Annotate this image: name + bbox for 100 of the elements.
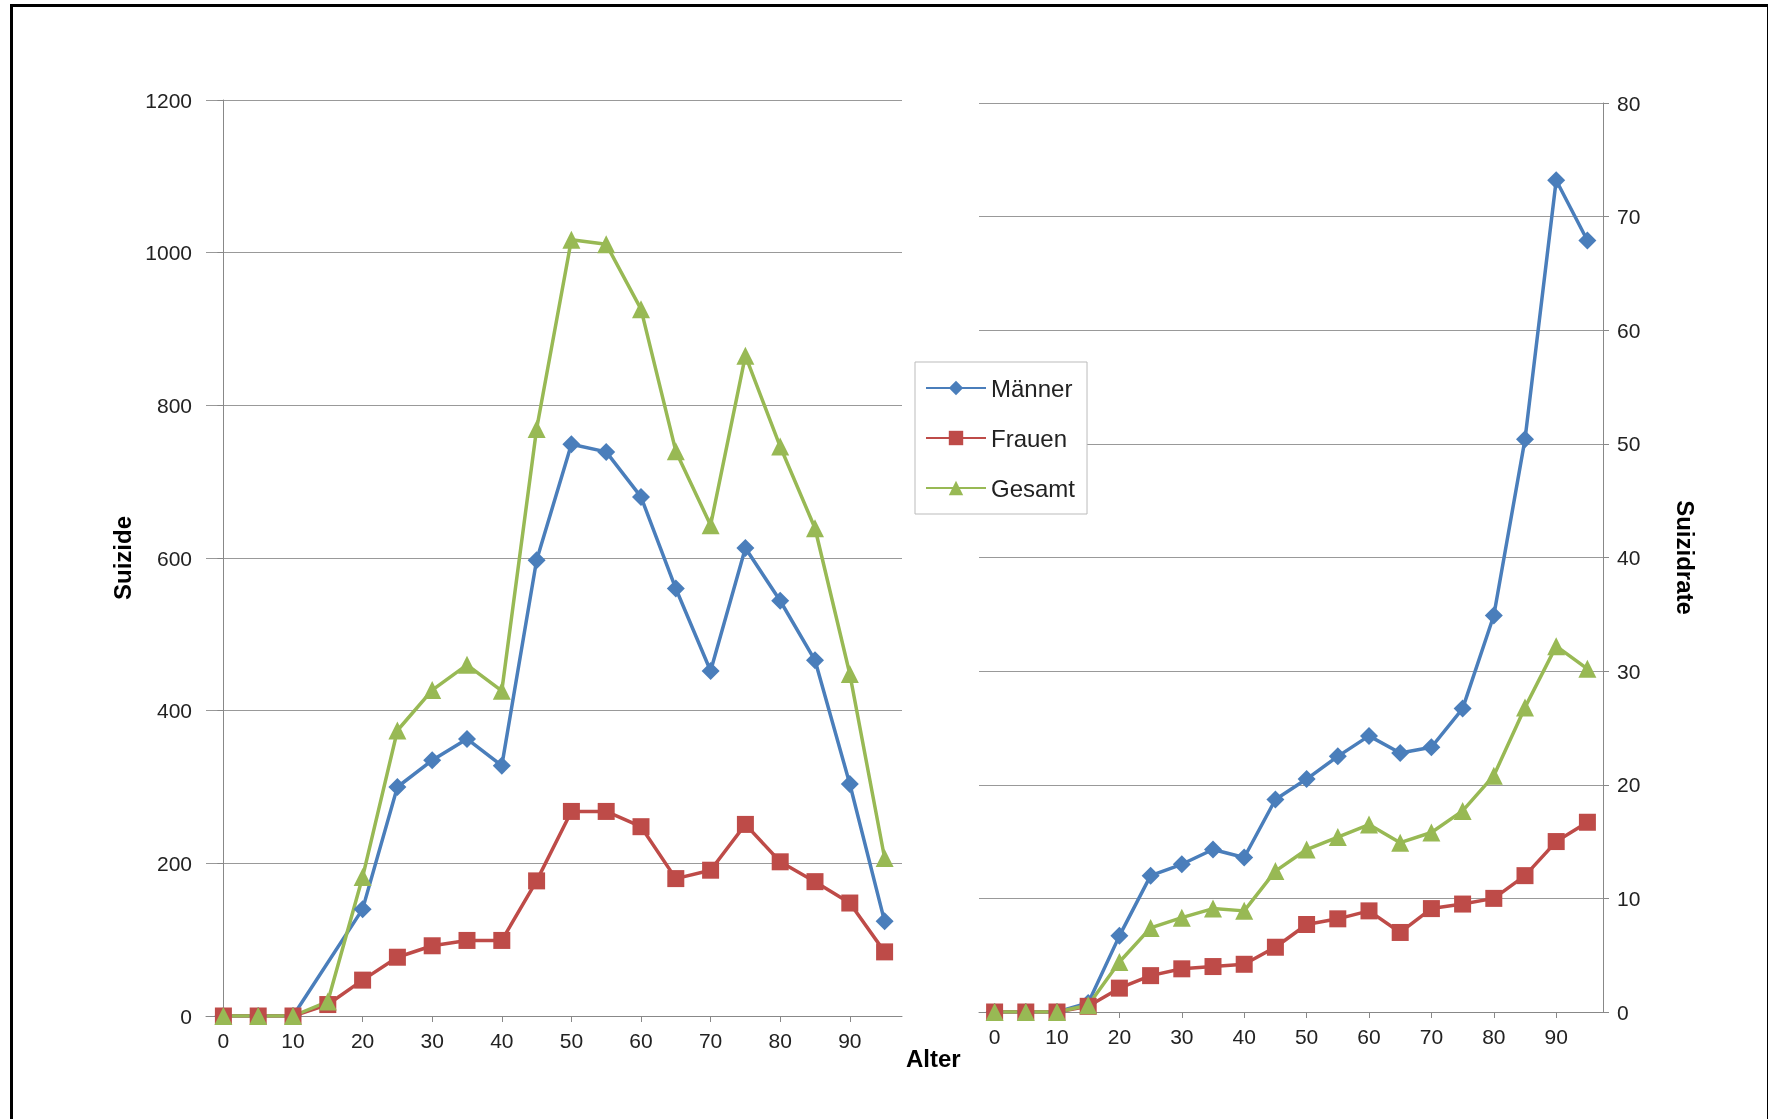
point: [1266, 862, 1285, 881]
point: [388, 721, 407, 740]
legend-label: Frauen: [991, 424, 1068, 452]
point: [666, 579, 685, 598]
point: [806, 519, 824, 538]
point: [1422, 738, 1441, 757]
point: [1172, 908, 1191, 927]
point: [771, 437, 790, 456]
point: [423, 937, 441, 955]
point: [1141, 866, 1160, 885]
point: [875, 848, 894, 867]
point: [1360, 902, 1378, 920]
point: [1328, 747, 1347, 766]
point: [353, 900, 372, 919]
y-tick-label: 1200: [145, 88, 192, 112]
x-tick-label: 90: [838, 1029, 862, 1052]
point: [1204, 958, 1222, 976]
point: [1172, 855, 1191, 874]
point: [354, 971, 372, 989]
point: [1422, 900, 1440, 918]
x-tick-label: 60: [629, 1029, 653, 1052]
point: [736, 539, 755, 558]
x-tick-label: 50: [1294, 1025, 1319, 1048]
point: [1297, 770, 1316, 789]
point: [597, 235, 616, 254]
point: [528, 872, 546, 890]
y2-axis-title: Suizidrate: [1671, 500, 1699, 615]
point: [667, 870, 685, 888]
x-tick-label: 20: [350, 1029, 375, 1052]
point: [632, 487, 650, 506]
point: [1329, 910, 1347, 928]
point: [597, 442, 616, 461]
point: [1360, 726, 1378, 745]
y2-tick-label: 40: [1617, 546, 1641, 569]
point: [493, 931, 511, 949]
x-tick-label: 80: [768, 1029, 792, 1052]
y-tick-label: 200: [156, 851, 192, 875]
point: [1266, 790, 1285, 809]
y-tick-label: 800: [156, 393, 192, 417]
point: [492, 756, 511, 775]
point: [1454, 895, 1472, 913]
point: [841, 894, 859, 912]
point: [1391, 833, 1410, 852]
y2-tick-label: 20: [1617, 773, 1641, 797]
point: [562, 230, 581, 249]
point: [1484, 606, 1503, 625]
point: [1422, 823, 1441, 842]
x-tick-label: 50: [559, 1029, 584, 1052]
y2-tick-label: 30: [1617, 659, 1641, 683]
x-tick-label: 60: [1357, 1025, 1381, 1048]
point: [353, 868, 372, 887]
point: [840, 665, 859, 684]
point: [597, 802, 615, 820]
point: [388, 778, 407, 796]
point: [423, 681, 442, 700]
point: [1547, 833, 1565, 851]
y2-tick-label: 50: [1617, 432, 1641, 456]
point: [318, 992, 337, 1011]
point: [562, 802, 580, 820]
point: [1110, 953, 1129, 972]
y-axis-title: Suizide: [108, 515, 136, 601]
x-tick-label: 0: [988, 1025, 1001, 1048]
point: [423, 751, 442, 770]
y-tick-label: 400: [156, 699, 192, 723]
point: [1298, 916, 1316, 934]
point: [1142, 967, 1160, 985]
point: [1141, 918, 1160, 937]
point: [701, 516, 720, 535]
x-tick-label: 40: [490, 1029, 514, 1052]
point: [1266, 938, 1284, 956]
point: [1485, 889, 1503, 907]
point: [1391, 743, 1410, 762]
point: [701, 661, 720, 680]
point: [1453, 699, 1472, 718]
point: [1516, 430, 1534, 449]
point: [632, 818, 650, 836]
x-tick-label: 70: [698, 1029, 723, 1052]
x-tick-label: 10: [281, 1029, 305, 1052]
x-tick-label: 0: [217, 1029, 230, 1052]
point: [527, 420, 546, 438]
point: [1235, 848, 1254, 867]
point: [875, 912, 894, 931]
point: [1547, 637, 1566, 656]
point: [1578, 231, 1597, 250]
point: [1204, 899, 1222, 918]
point: [666, 442, 685, 461]
y-tick-label: 600: [156, 546, 192, 570]
point: [736, 346, 755, 365]
point: [527, 551, 546, 570]
x-axis-title: Alter: [906, 1044, 961, 1072]
point: [1204, 840, 1222, 859]
x-tick-label: 30: [1170, 1025, 1194, 1048]
y2-tick-label: 0: [1617, 1000, 1629, 1024]
point: [771, 853, 789, 871]
point: [1110, 979, 1128, 997]
y-tick-label: 0: [180, 1004, 192, 1028]
point: [492, 681, 511, 700]
x-tick-label: 70: [1419, 1025, 1444, 1048]
point: [771, 591, 790, 610]
point: [458, 931, 476, 949]
